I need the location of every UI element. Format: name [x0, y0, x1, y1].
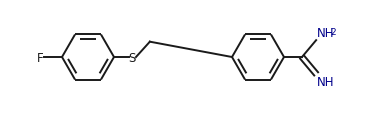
Text: 2: 2: [331, 28, 336, 37]
Text: F: F: [36, 51, 43, 64]
Text: S: S: [128, 51, 136, 64]
Text: NH: NH: [317, 27, 335, 40]
Text: NH: NH: [317, 75, 335, 88]
